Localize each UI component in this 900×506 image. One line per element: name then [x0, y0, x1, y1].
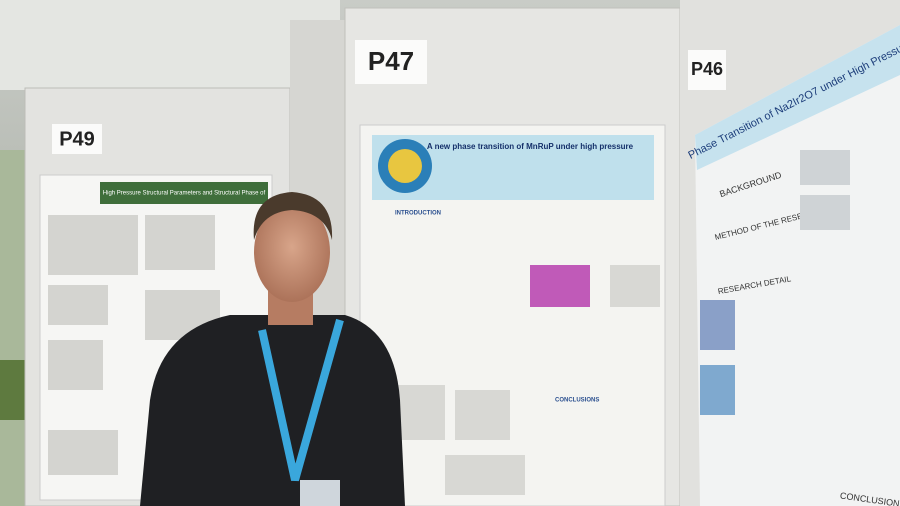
- ceiling: [0, 0, 340, 90]
- poster-content: [700, 150, 850, 415]
- window: [0, 150, 28, 506]
- sign-label: P46: [691, 59, 723, 79]
- sign-label: P49: [59, 128, 95, 150]
- poster-title: A new phase transition of MnRuP under hi…: [427, 142, 634, 151]
- trees: [0, 360, 28, 420]
- badge: [300, 480, 340, 506]
- poster-content: [395, 265, 660, 495]
- sign: [355, 40, 427, 84]
- sign-label: P47: [368, 46, 414, 76]
- face: [254, 202, 330, 302]
- poster-title: High Pressure Structural Parameters and …: [103, 191, 266, 197]
- sign: [52, 124, 102, 154]
- section-heading: INTRODUCTION: [395, 211, 441, 217]
- poster-header: [100, 182, 268, 204]
- sign: [688, 50, 726, 90]
- section-heading: CONCLUSIONS: [555, 398, 599, 404]
- lanyard: [258, 318, 344, 482]
- emblem: [388, 149, 422, 183]
- shirt: [140, 315, 405, 506]
- hair: [253, 192, 333, 240]
- poster-content: [48, 215, 220, 475]
- poster-header: [695, 25, 900, 170]
